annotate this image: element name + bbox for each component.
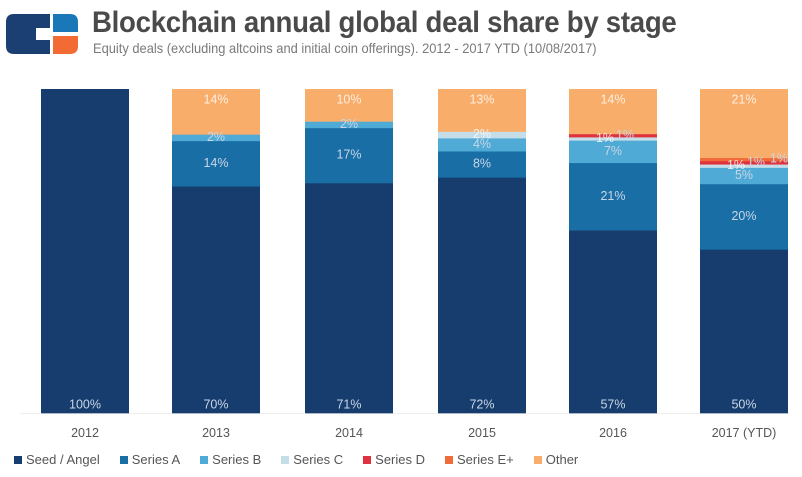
segment-seed-angel-2015 (438, 177, 526, 414)
segment-series-c-2017-ytd (700, 164, 788, 168)
legend-label-seed-angel: Seed / Angel (26, 452, 100, 467)
legend-item-series-c: Series C (281, 452, 343, 467)
segment-other-2014 (305, 89, 393, 122)
label-seed-angel-2012: 100% (69, 397, 101, 411)
segment-other-2017-ytd (700, 89, 788, 159)
legend-label-series-a: Series A (131, 452, 181, 467)
label-series-c-2017-ytd: 1% (727, 158, 745, 172)
label-seed-angel-2017-ytd: 50% (731, 397, 756, 411)
legend-item-series-d: Series D (363, 452, 425, 467)
label-series-d-2016: 1% (616, 128, 634, 142)
legend-swatch-seed-angel (14, 455, 22, 464)
legend-label-series-e: Series E+ (457, 452, 514, 467)
segment-series-a-2016 (569, 162, 657, 231)
segment-series-b-2014 (305, 121, 393, 129)
legend-swatch-series-b (200, 455, 209, 464)
segment-other-2016 (569, 89, 657, 135)
label-series-b-2014: 2% (340, 117, 358, 131)
label-seed-angel-2016: 57% (600, 397, 625, 411)
label-series-e-2017-ytd: 1% (770, 152, 788, 166)
legend-swatch-series-a (119, 455, 128, 464)
bar-2017-ytd: 50%20%5%1% 1% 1%21% (700, 89, 788, 414)
legend-item-seed-angel: Seed / Angel (14, 452, 100, 467)
legend-label-series-d: Series D (375, 452, 426, 467)
legend-swatch-other (533, 455, 542, 464)
legend-swatch-series-c (281, 455, 290, 464)
label-other-2016: 14% (600, 92, 625, 106)
segment-series-a-2013 (172, 140, 260, 187)
label-other-2013: 14% (203, 92, 228, 106)
legend-item-series-e: Series E+ (445, 452, 514, 467)
bar-2016: 57%21%7%1% 1%14% (569, 89, 657, 414)
legend-label-series-b: Series B (212, 452, 262, 467)
legend-label-other: Other (545, 452, 579, 467)
label-series-a-2017-ytd: 20% (731, 209, 756, 223)
segment-series-b-2016 (569, 140, 657, 164)
segment-series-e-2017-ytd (700, 157, 788, 162)
label-other-2017-ytd: 21% (731, 92, 756, 106)
bar-2012: 100% (41, 89, 129, 414)
chart-title: Blockchain annual global deal share by s… (92, 6, 677, 39)
bar-2013: 70% 14% 2% 14% (172, 89, 260, 414)
segment-other-2015 (438, 89, 526, 132)
segment-series-c-2015 (438, 131, 526, 139)
segment-series-a-2017-ytd (700, 183, 788, 250)
segment-seed-angel-2016 (569, 230, 657, 414)
chart-subtitle: Equity deals (excluding altcoins and ini… (93, 40, 597, 56)
label-series-c-2015: 2% (473, 127, 491, 141)
x-tick-2014: 2014 (335, 426, 363, 440)
segment-seed-angel-2013 (172, 186, 260, 414)
label-series-b-2015: 4% (473, 137, 491, 151)
label-other-2014: 10% (336, 92, 361, 106)
label-series-a-2013: 14% (203, 156, 228, 170)
segment-series-a-2014 (305, 127, 393, 184)
logo-orange-block (53, 36, 78, 54)
label-series-b-2013: 2% (207, 130, 225, 144)
label-seed-angel-2015: 72% (469, 397, 494, 411)
segment-series-b-2017-ytd (700, 167, 788, 185)
legend-item-series-a: Series A (119, 452, 181, 467)
segment-seed-angel-2014 (305, 182, 393, 414)
segment-series-c-2016 (569, 137, 657, 141)
x-tick-2017-ytd: 2017 (YTD) (712, 426, 777, 440)
segment-series-d-2016 (569, 133, 657, 138)
legend-item-series-b: Series B (200, 452, 261, 467)
segment-series-b-2013 (172, 134, 260, 142)
x-tick-2012: 2012 (71, 426, 99, 440)
segment-series-d-2017-ytd (700, 161, 788, 165)
x-tick-2015: 2015 (468, 426, 496, 440)
logo-blue-block (53, 14, 78, 32)
label-series-a-2016: 21% (600, 189, 625, 203)
x-tick-2016: 2016 (599, 426, 627, 440)
cb-insights-logo (6, 14, 78, 54)
label-other-2015: 13% (469, 92, 494, 106)
segment-other-2013 (172, 89, 260, 135)
bar-2015: 72% 8% 4%2% 13% (438, 89, 526, 414)
segment-series-a-2015 (438, 151, 526, 178)
segment-series-b-2015 (438, 138, 526, 152)
legend-swatch-series-d (363, 455, 372, 464)
legend-swatch-series-e (445, 455, 454, 464)
segment-seed-angel-2017-ytd (700, 249, 788, 414)
label-series-b-2016: 7% (604, 144, 622, 158)
label-series-d-2017-ytd: 1% (747, 155, 765, 169)
chart-legend: Seed / Angel Series A Series B Series C Seri… (14, 452, 598, 467)
label-series-c-2016: 1% (596, 131, 614, 145)
label-seed-angel-2013: 70% (203, 397, 228, 411)
label-seed-angel-2014: 71% (336, 397, 361, 411)
segment-seed-angel-2012 (41, 89, 129, 414)
legend-label-series-c: Series C (293, 452, 344, 467)
label-series-a-2015: 8% (473, 157, 491, 171)
legend-item-other: Other (533, 452, 579, 467)
x-tick-2013: 2013 (202, 426, 230, 440)
label-series-b-2017-ytd: 5% (735, 168, 753, 182)
bar-2014: 71% 17% 2% 10% (305, 89, 393, 414)
label-series-a-2014: 17% (336, 148, 361, 162)
logo-dark-block (6, 14, 50, 54)
